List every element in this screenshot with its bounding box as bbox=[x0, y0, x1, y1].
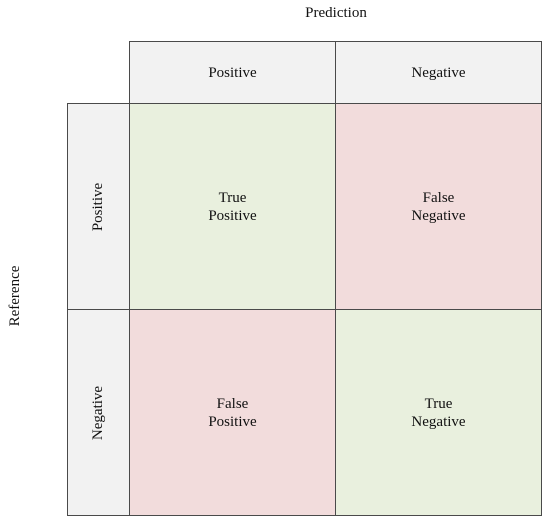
reference-axis-title: Reference bbox=[7, 265, 23, 327]
cell-true-positive: True Positive bbox=[129, 103, 336, 310]
cell-line-1: False bbox=[216, 395, 249, 412]
cell-false-negative: False Negative bbox=[335, 103, 542, 310]
cell-false-positive: False Positive bbox=[129, 309, 336, 516]
cell-line-2: Negative bbox=[411, 207, 466, 224]
row-header-negative: Negative bbox=[67, 309, 130, 516]
column-header-negative: Negative bbox=[335, 41, 542, 104]
cell-true-negative: True Negative bbox=[335, 309, 542, 516]
row-header-label: Negative bbox=[90, 385, 107, 440]
cell-line-2: Positive bbox=[208, 413, 257, 430]
cell-line-1: False bbox=[422, 189, 455, 206]
column-header-label: Positive bbox=[208, 64, 257, 81]
cell-line-1: True bbox=[218, 189, 247, 206]
cell-line-2: Negative bbox=[411, 413, 466, 430]
column-header-positive: Positive bbox=[129, 41, 336, 104]
cell-line-1: True bbox=[424, 395, 453, 412]
column-header-label: Negative bbox=[411, 64, 466, 81]
row-header-positive: Positive bbox=[67, 103, 130, 310]
cell-line-2: Positive bbox=[208, 207, 257, 224]
prediction-axis-title: Prediction bbox=[305, 5, 367, 21]
row-header-label: Positive bbox=[90, 182, 107, 231]
